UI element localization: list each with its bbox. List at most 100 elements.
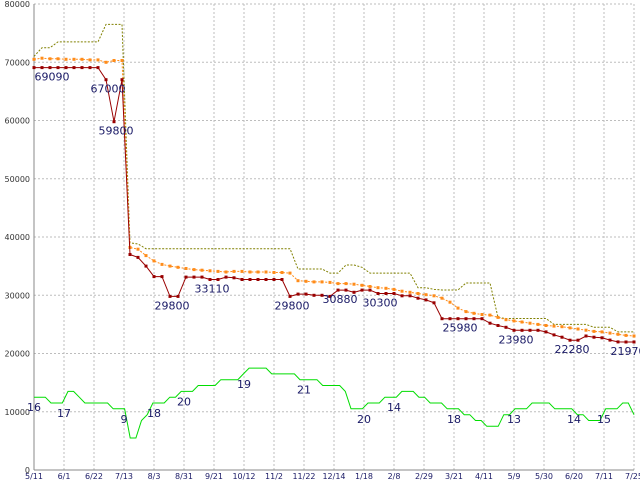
data-point-average: [265, 271, 268, 274]
data-point-lowest: [369, 289, 372, 292]
count-data-label: 19: [237, 378, 251, 391]
data-point-average: [153, 259, 156, 262]
data-point-lowest: [625, 341, 628, 344]
data-point-lowest: [633, 341, 636, 344]
data-point-lowest: [337, 289, 340, 292]
x-tick-label: 6/1: [58, 472, 71, 480]
price-data-label: 30880: [323, 293, 358, 306]
series-line-count: [34, 368, 634, 438]
count-data-label: 21: [297, 384, 311, 397]
data-point-lowest: [577, 339, 580, 342]
data-point-lowest: [113, 120, 116, 123]
data-point-average: [545, 324, 548, 327]
data-point-lowest: [225, 276, 228, 279]
data-point-lowest: [201, 276, 204, 279]
data-point-lowest: [121, 78, 124, 81]
data-point-average: [249, 271, 252, 274]
data-point-average: [33, 58, 36, 61]
data-point-lowest: [489, 322, 492, 325]
data-point-lowest: [593, 336, 596, 339]
price-data-label: 23980: [499, 333, 534, 346]
data-point-average: [569, 326, 572, 329]
data-point-average: [441, 297, 444, 300]
data-point-average: [473, 312, 476, 315]
data-point-average: [345, 282, 348, 285]
data-point-lowest: [33, 66, 36, 69]
data-point-average: [169, 265, 172, 268]
data-point-lowest: [385, 292, 388, 295]
data-point-average: [73, 58, 76, 61]
x-tick-label: 3/21: [445, 472, 463, 480]
data-point-average: [625, 334, 628, 337]
data-point-lowest: [545, 330, 548, 333]
data-point-lowest: [361, 289, 364, 292]
price-data-label: 29800: [275, 299, 310, 312]
data-point-average: [553, 325, 556, 328]
x-tick-label: 4/11: [475, 472, 493, 480]
count-data-label: 18: [447, 413, 461, 426]
price-data-label: 33110: [195, 283, 230, 296]
count-data-label: 20: [177, 395, 191, 408]
data-point-average: [593, 330, 596, 333]
data-point-average: [585, 329, 588, 332]
data-point-average: [313, 280, 316, 283]
data-point-lowest: [401, 294, 404, 297]
data-point-average: [297, 279, 300, 282]
data-point-lowest: [505, 326, 508, 329]
data-point-lowest: [441, 317, 444, 320]
y-tick-label: 50000: [5, 175, 30, 184]
price-data-label: 21970: [611, 345, 640, 358]
data-point-average: [481, 313, 484, 316]
x-tick-label: 5/9: [508, 472, 521, 480]
data-point-lowest: [161, 275, 164, 278]
data-point-lowest: [345, 289, 348, 292]
data-point-lowest: [393, 292, 396, 295]
price-data-label: 29800: [155, 299, 190, 312]
data-point-average: [161, 263, 164, 266]
data-point-average: [393, 288, 396, 291]
data-point-lowest: [409, 294, 412, 297]
data-point-average: [321, 280, 324, 283]
data-point-average: [57, 57, 60, 60]
data-point-average: [49, 57, 52, 60]
data-point-average: [537, 323, 540, 326]
x-tick-label: 5/11: [25, 472, 43, 480]
data-point-average: [305, 280, 308, 283]
data-point-lowest: [449, 317, 452, 320]
data-point-average: [241, 270, 244, 273]
data-point-lowest: [529, 329, 532, 332]
data-point-lowest: [145, 265, 148, 268]
data-point-lowest: [457, 317, 460, 320]
data-point-average: [329, 281, 332, 284]
data-point-average: [97, 58, 100, 61]
data-point-lowest: [433, 301, 436, 304]
data-point-average: [201, 269, 204, 272]
data-point-average: [209, 269, 212, 272]
data-point-average: [449, 301, 452, 304]
data-point-lowest: [57, 66, 60, 69]
data-point-lowest: [601, 336, 604, 339]
data-point-lowest: [129, 253, 132, 256]
data-point-lowest: [617, 340, 620, 343]
x-tick-label: 11/2: [265, 472, 283, 480]
x-tick-label: 8/3: [148, 472, 161, 480]
data-point-lowest: [73, 66, 76, 69]
data-point-average: [185, 267, 188, 270]
data-point-lowest: [289, 295, 292, 298]
data-point-average: [337, 282, 340, 285]
data-point-average: [633, 335, 636, 338]
data-point-lowest: [89, 66, 92, 69]
y-tick-label: 30000: [5, 291, 30, 300]
data-point-average: [385, 287, 388, 290]
data-point-average: [617, 333, 620, 336]
data-point-lowest: [105, 78, 108, 81]
y-tick-label: 20000: [5, 350, 30, 359]
data-point-lowest: [537, 329, 540, 332]
data-point-average: [457, 307, 460, 310]
y-tick-label: 40000: [5, 233, 30, 242]
data-point-average: [489, 314, 492, 317]
y-tick-label: 60000: [5, 117, 30, 126]
data-point-lowest: [377, 292, 380, 295]
data-point-average: [401, 290, 404, 293]
